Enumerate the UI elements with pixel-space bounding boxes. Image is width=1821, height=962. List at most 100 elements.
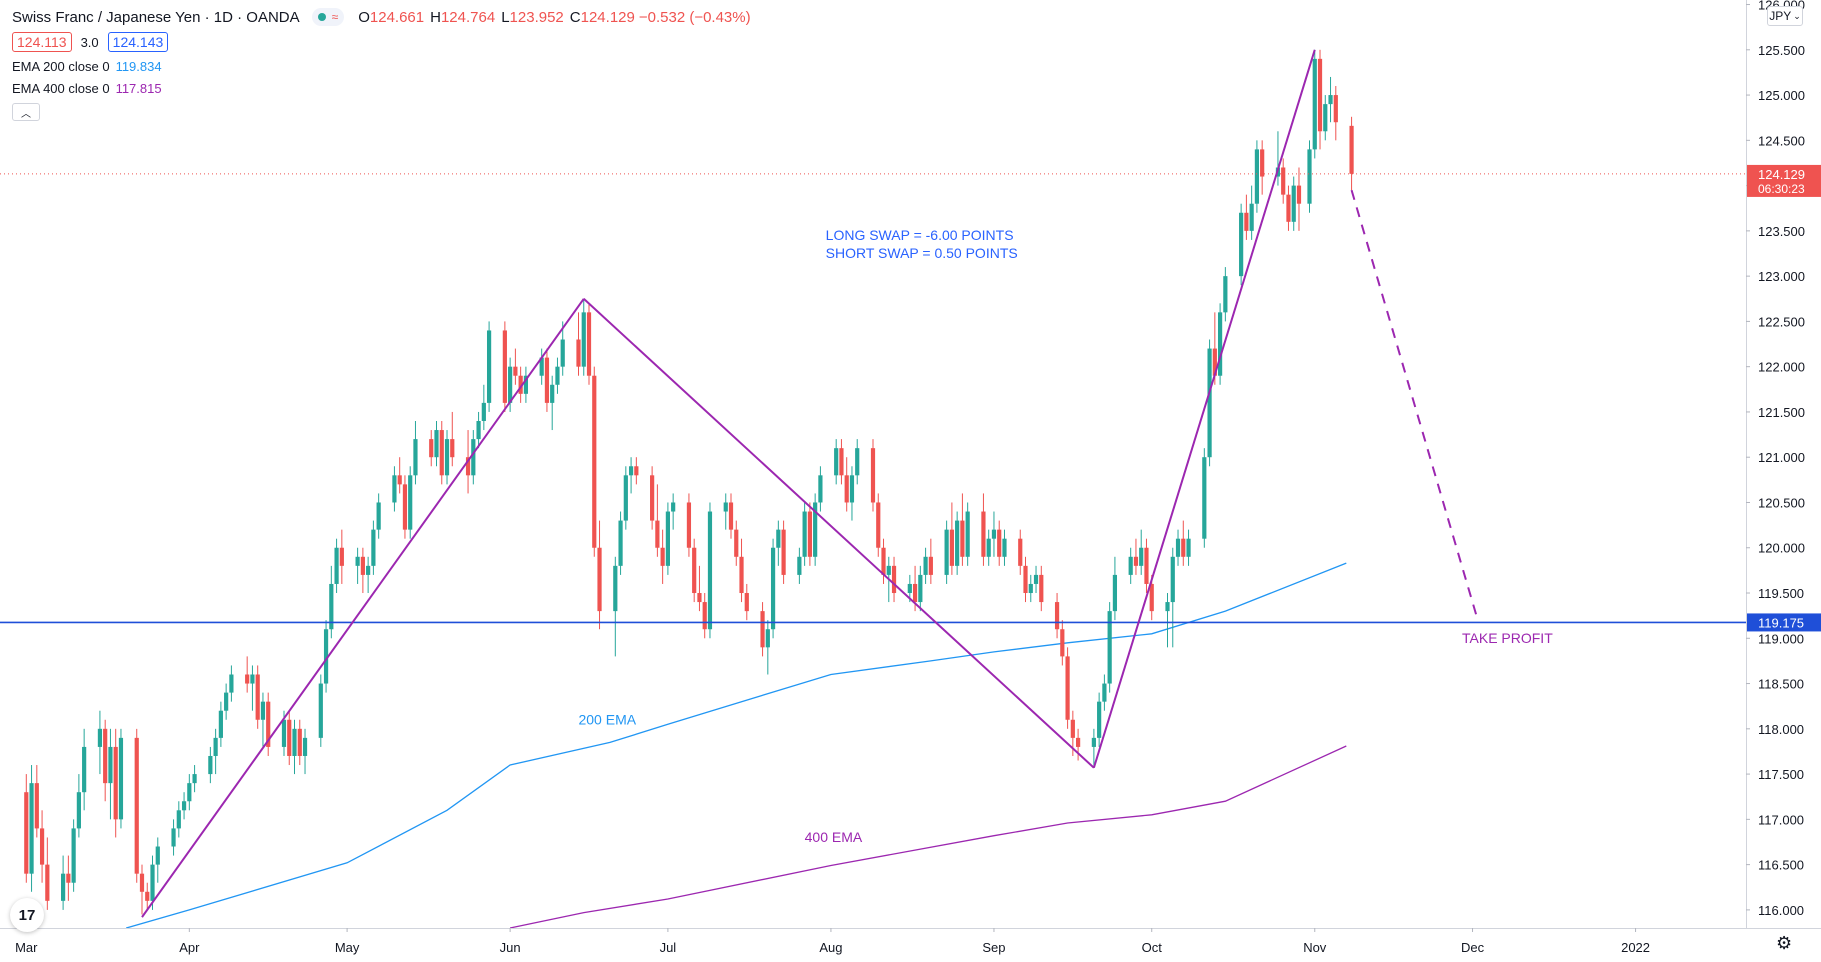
candle [1244,194,1249,240]
candle-body [849,475,855,503]
candle-body [634,466,639,476]
candle [1249,185,1254,240]
y-tick-label: 118.500 [1758,677,1804,692]
candle-body [555,366,560,385]
candle [560,321,565,376]
candle [486,321,492,412]
candle-body [34,783,39,829]
candle [618,511,623,575]
candle-body [692,547,697,594]
candle-body [24,792,29,874]
candle [118,728,124,829]
candle [839,439,844,485]
candle-body [1223,276,1228,313]
candle-body [1317,58,1323,132]
candle [1260,140,1265,195]
candle [1217,303,1223,385]
candle-body [250,674,255,684]
candle-body [1133,556,1139,566]
candle [76,774,81,838]
candle [255,665,260,729]
candle [518,366,523,403]
y-tick-label: 124.500 [1758,133,1805,148]
close-label: C [569,8,581,26]
candle-body [1349,125,1354,174]
candle-body [229,674,234,693]
candle-body [103,728,108,784]
drawings-layer [0,49,1746,918]
tradingview-logo-icon[interactable]: 17 [10,898,44,932]
candle-body [1291,185,1296,222]
indicator-ema400[interactable]: EMA 400 close 0 117.815 [12,77,755,99]
candle [208,746,213,784]
candle [628,457,634,494]
trend-line [1092,49,1316,769]
take-profit-price-tag [1747,613,1821,632]
candle-body [886,565,891,575]
y-tick-label: 125.000 [1758,88,1805,103]
candle-body [287,719,292,756]
candle [986,529,991,566]
y-tick-label: 120.500 [1758,495,1805,510]
candle [634,457,639,485]
candle [103,719,108,802]
candle [723,493,728,530]
candle [692,538,697,603]
candle-body [176,810,181,829]
candle [71,819,76,892]
last-price-label: 124.129 [1758,167,1805,182]
candle [1028,574,1033,603]
candle [39,810,45,883]
candle-body [1060,629,1065,657]
candle-body [560,339,565,367]
ema-layer [126,562,1347,929]
candle [1039,565,1044,612]
candle [671,493,676,530]
candle [991,511,997,557]
candle [376,493,381,539]
currency-button[interactable]: JPY ⌄ [1767,6,1803,26]
candle-body [1128,556,1133,575]
candle [1202,448,1207,548]
candle-body [355,556,360,566]
x-tick-label: Aug [819,940,842,955]
candle-body [108,746,113,784]
candle [297,719,302,766]
ema400-label: 400 EMA [805,829,863,845]
candle-body [1165,602,1170,612]
candle-body [187,783,192,802]
collapse-legend-button[interactable]: ︿ [12,103,40,121]
candle [1291,176,1296,231]
symbol-title[interactable]: Swiss Franc / Japanese Yen · 1D · OANDA [12,8,300,26]
gear-icon[interactable]: ⚙ [1776,933,1793,953]
candle [360,547,365,594]
candle-body [139,873,145,892]
price-axis[interactable]: 116.000 116.500 117.000 117.500 118.000 118.5… [1746,0,1821,962]
market-status[interactable]: ≈ [311,8,345,26]
candle [1254,140,1260,213]
candle-body [870,448,876,503]
candle-body [944,529,949,575]
y-tick-label: 117.000 [1758,812,1804,827]
buy-price-button[interactable]: 124.143 [107,32,169,52]
time-axis[interactable]: Mar Apr May Jun Jul Aug Sep Oct Nov Dec 2022 [0,928,1821,955]
candle-body [155,846,160,865]
candle-body [82,746,87,793]
candle [366,556,371,594]
candle [355,547,360,584]
indicator-ema200[interactable]: EMA 200 close 0 119.834 [12,55,755,77]
sell-price-button[interactable]: 124.113 [12,32,72,52]
candle-body [1070,719,1075,738]
candle-body [1260,149,1265,177]
candle-body [550,384,555,403]
candle-body [544,357,550,403]
candle [870,439,876,512]
candle-body [486,330,492,403]
bid-ask-row: 124.113 3.0 124.143 [12,31,755,53]
candle [744,583,749,621]
candle [707,502,713,639]
candle-body [855,448,860,476]
candle-body [539,357,544,376]
candle [997,520,1002,566]
